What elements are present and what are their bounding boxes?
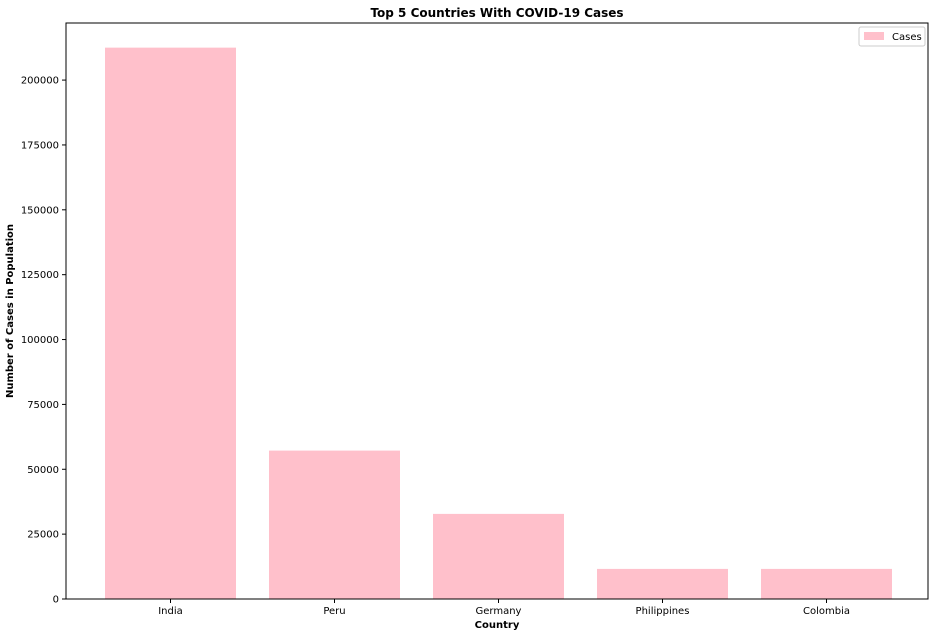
x-tick-label: India bbox=[158, 606, 183, 617]
legend-entry-cases: Cases bbox=[892, 32, 922, 43]
x-axis: India Peru Germany Philippines Colombia bbox=[158, 599, 850, 617]
y-tick-label: 100000 bbox=[21, 335, 59, 346]
bar-india bbox=[105, 47, 236, 600]
y-tick-label: 150000 bbox=[21, 205, 59, 216]
y-tick-label: 175000 bbox=[21, 140, 59, 151]
bar-germany bbox=[433, 513, 564, 599]
legend: Cases bbox=[858, 26, 926, 47]
y-axis: 0 25000 50000 75000 100000 125000 150000 175000… bbox=[21, 76, 66, 606]
bar-philippines bbox=[597, 568, 728, 599]
x-tick-label: Germany bbox=[476, 606, 522, 617]
x-tick-label: Colombia bbox=[803, 606, 850, 617]
y-tick-label: 75000 bbox=[27, 400, 59, 411]
bar-colombia bbox=[761, 568, 892, 599]
legend-frame bbox=[858, 26, 926, 47]
bars-group bbox=[105, 47, 892, 600]
y-tick-label: 25000 bbox=[27, 530, 59, 541]
y-tick-label: 50000 bbox=[27, 465, 59, 476]
y-tick-label: 0 bbox=[53, 595, 59, 606]
y-tick-label: 200000 bbox=[21, 76, 59, 87]
x-tick-label: Peru bbox=[323, 606, 345, 617]
x-axis-label: Country bbox=[475, 620, 520, 631]
plot-frame bbox=[65, 22, 929, 600]
bar-peru bbox=[269, 450, 400, 599]
chart-title: Top 5 Countries With COVID-19 Cases bbox=[370, 6, 623, 20]
y-axis-label: Number of Cases in Population bbox=[5, 224, 16, 398]
y-tick-label: 125000 bbox=[21, 270, 59, 281]
legend-swatch bbox=[864, 32, 884, 40]
x-tick-label: Philippines bbox=[636, 606, 690, 617]
